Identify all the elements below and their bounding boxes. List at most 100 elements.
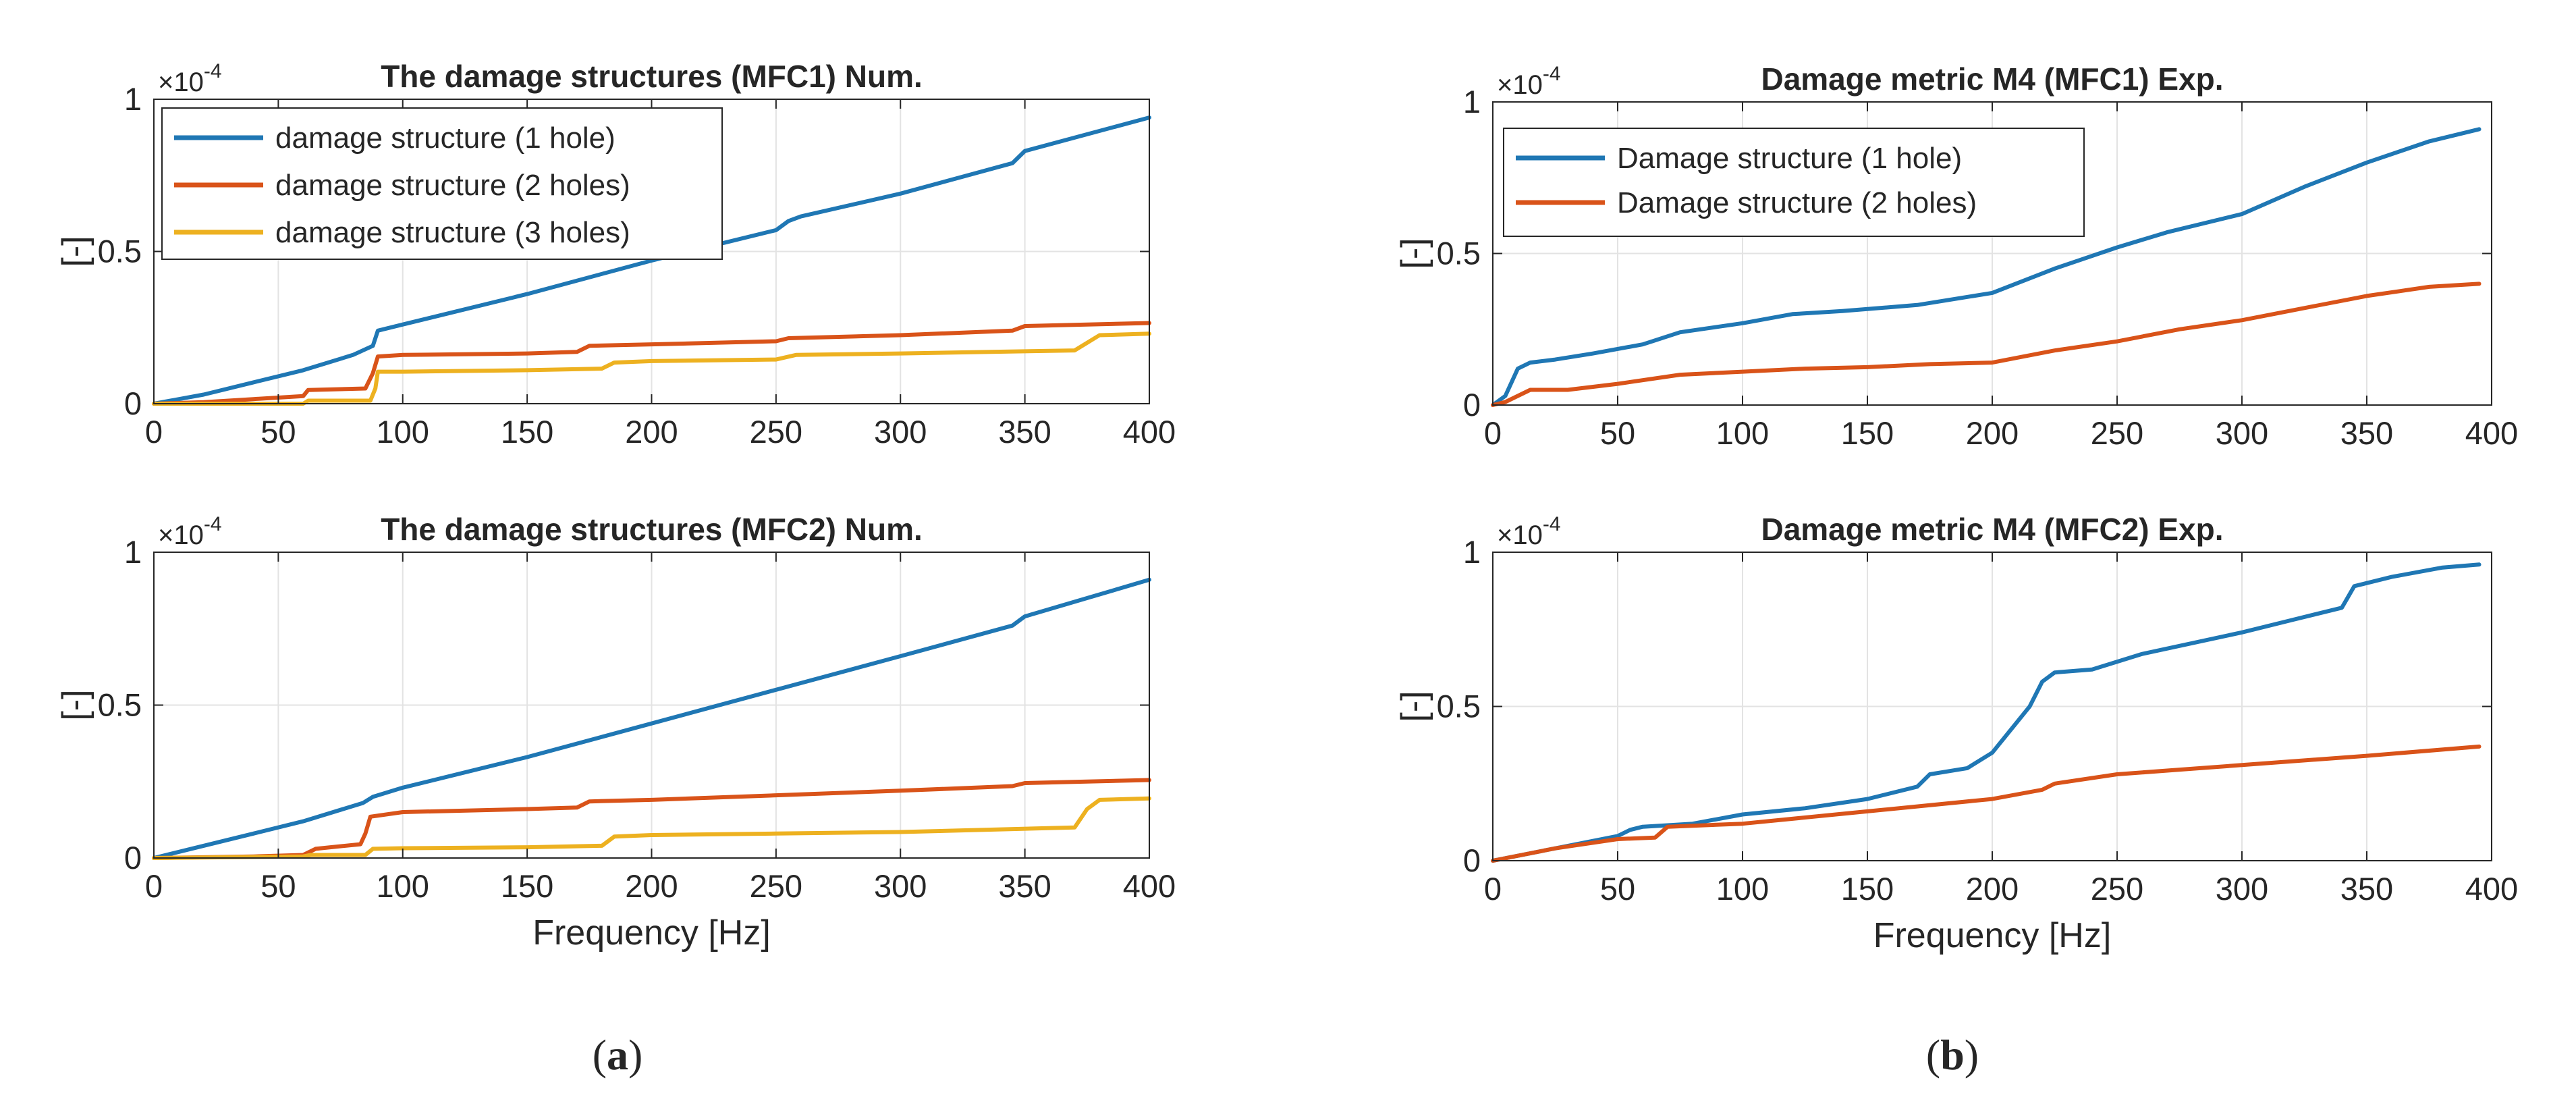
x-tick-label: 300 — [2216, 415, 2268, 451]
x-tick-label: 300 — [874, 868, 927, 904]
legend-entry-0: damage structure (1 hole) — [275, 122, 615, 155]
legend-entry-0: Damage structure (1 hole) — [1617, 142, 1962, 175]
y-exponent-power: -4 — [1543, 63, 1561, 85]
x-tick-label: 100 — [377, 414, 429, 450]
chart-mfc1-exp: 0 50 100 150 200 250 300 350 400 0 0.5 1 ×10-4 Damage… — [1394, 61, 2518, 451]
x-tick-label: 350 — [998, 414, 1051, 450]
y-exponent-base: ×10 — [1497, 70, 1543, 100]
legend: Damage structure (1 hole) Damage structur… — [1503, 128, 2085, 237]
y-tick-label: 1 — [124, 534, 142, 570]
y-exponent-base: ×10 — [158, 68, 204, 97]
x-axis-label: Frequency [Hz] — [532, 913, 771, 953]
chart-title: The damage structures (MFC1) Num. — [381, 59, 923, 94]
x-tick-label: 100 — [377, 868, 429, 904]
x-tick-label: 400 — [1123, 414, 1176, 450]
y-axis-label: [-] — [1394, 238, 1433, 269]
y-exponent-label: ×10-4 — [158, 60, 222, 97]
series-line-0 — [152, 577, 1151, 860]
y-tick-label: 0.5 — [98, 687, 142, 723]
x-tick-label: 350 — [2340, 415, 2393, 451]
y-tick-label: 0 — [124, 385, 142, 421]
x-tick-label: 50 — [261, 868, 296, 904]
caption-a-close: ) — [628, 1031, 642, 1079]
x-tick-label: 50 — [1600, 415, 1635, 451]
y-axis-label: [-] — [55, 236, 94, 267]
x-tick-label: 200 — [625, 868, 678, 904]
legend-entry-2: damage structure (3 holes) — [275, 216, 630, 249]
x-tick-label: 400 — [1123, 868, 1176, 904]
x-tick-label: 50 — [261, 414, 296, 450]
y-tick-label: 0 — [1463, 842, 1481, 878]
chart-title: Damage metric M4 (MFC1) Exp. — [1761, 61, 2223, 97]
legend-entry-1: damage structure (2 holes) — [275, 169, 630, 202]
legend-entry-1: Damage structure (2 holes) — [1617, 186, 1977, 219]
x-tick-label: 200 — [1966, 415, 2019, 451]
chart-title: The damage structures (MFC2) Num. — [381, 512, 923, 547]
y-tick-label: 0 — [1463, 387, 1481, 423]
caption-a: (a) — [593, 1031, 643, 1079]
y-exponent-power: -4 — [204, 60, 222, 82]
series-line-0 — [152, 115, 1151, 406]
x-tick-label: 350 — [2340, 871, 2393, 907]
x-tick-label: 250 — [750, 868, 802, 904]
caption-a-open: ( — [593, 1031, 607, 1079]
series-line-1 — [1491, 282, 2482, 407]
x-tick-label: 200 — [1966, 871, 2019, 907]
x-tick-label: 350 — [998, 868, 1051, 904]
y-exponent-base: ×10 — [158, 520, 204, 550]
series-line-2 — [152, 331, 1151, 406]
x-tick-label: 300 — [874, 414, 927, 450]
caption-b: (b) — [1926, 1031, 1979, 1079]
y-exponent-power: -4 — [204, 513, 222, 535]
chart-mfc2-num: 0 50 100 150 200 250 300 350 400 0 0.5 1 ×10-4 The da… — [55, 512, 1176, 953]
x-tick-label: 150 — [501, 868, 553, 904]
x-axis-label: Frequency [Hz] — [1873, 916, 2112, 955]
x-tick-label: 400 — [2465, 415, 2518, 451]
y-exponent-label: ×10-4 — [158, 513, 222, 550]
series-line-0 — [1491, 127, 2482, 407]
x-tick-label: 100 — [1716, 871, 1769, 907]
y-exponent-label: ×10-4 — [1497, 63, 1561, 100]
x-tick-label: 300 — [2216, 871, 2268, 907]
y-exponent-power: -4 — [1543, 513, 1561, 535]
legend-box — [1503, 128, 2085, 237]
y-tick-label: 0.5 — [98, 234, 142, 269]
caption-b-letter: b — [1940, 1031, 1965, 1079]
series-line-0 — [1491, 562, 2482, 863]
x-tick-label: 150 — [1841, 871, 1894, 907]
x-tick-label: 250 — [2091, 871, 2143, 907]
x-tick-label: 400 — [2465, 871, 2518, 907]
caption-a-letter: a — [607, 1031, 628, 1079]
y-tick-label: 1 — [124, 81, 142, 117]
x-tick-label: 0 — [145, 414, 163, 450]
x-tick-label: 50 — [1600, 871, 1635, 907]
chart-mfc1-num: 0 50 100 150 200 250 300 350 400 0 0.5 1 ×10-4 The da… — [55, 59, 1176, 450]
x-tick-label: 0 — [1484, 415, 1502, 451]
y-tick-label: 0 — [124, 840, 142, 876]
series-line-1 — [152, 321, 1151, 406]
y-tick-label: 1 — [1463, 84, 1481, 119]
y-tick-label: 1 — [1463, 534, 1481, 570]
caption-b-close: ) — [1965, 1031, 1979, 1079]
y-axis-label: [-] — [55, 689, 94, 720]
y-exponent-label: ×10-4 — [1497, 513, 1561, 550]
x-tick-label: 250 — [2091, 415, 2143, 451]
legend: damage structure (1 hole) damage structur… — [161, 107, 723, 260]
y-axis-label: [-] — [1394, 691, 1433, 722]
x-tick-label: 250 — [750, 414, 802, 450]
x-tick-label: 150 — [501, 414, 553, 450]
x-tick-label: 100 — [1716, 415, 1769, 451]
series-line-1 — [152, 778, 1151, 860]
y-tick-label: 0.5 — [1437, 689, 1481, 724]
x-tick-label: 0 — [145, 868, 163, 904]
y-exponent-base: ×10 — [1497, 520, 1543, 550]
x-tick-label: 0 — [1484, 871, 1502, 907]
caption-b-open: ( — [1926, 1031, 1940, 1079]
x-tick-label: 200 — [625, 414, 678, 450]
chart-title: Damage metric M4 (MFC2) Exp. — [1761, 512, 2223, 547]
series-line-2 — [152, 796, 1151, 860]
chart-mfc2-exp: 0 50 100 150 200 250 300 350 400 0 0.5 1 ×10-4 Damage… — [1394, 512, 2518, 955]
series-line-1 — [1491, 744, 2482, 863]
x-tick-label: 150 — [1841, 415, 1894, 451]
